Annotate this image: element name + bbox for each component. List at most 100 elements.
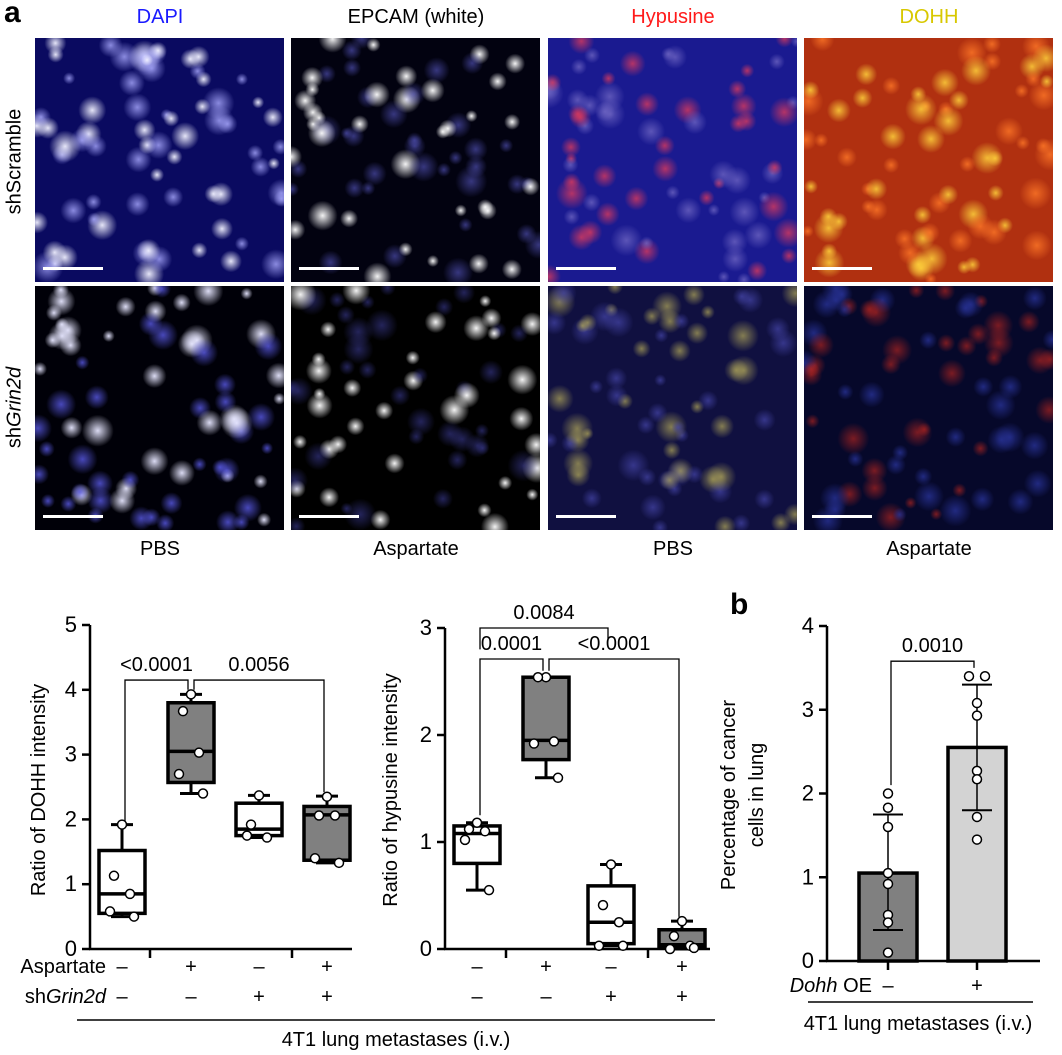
data-point	[688, 942, 700, 954]
scale-bar	[556, 267, 616, 270]
data-point	[979, 671, 991, 682]
data-point	[548, 736, 560, 747]
data-point	[124, 888, 136, 900]
data-point	[617, 940, 629, 952]
factor-sign: +	[676, 956, 688, 978]
data-point	[459, 834, 471, 846]
y-tick-label: 4	[65, 677, 77, 702]
p-value-label: 0.0001	[481, 633, 542, 655]
factor-sign: +	[185, 956, 197, 978]
data-point	[329, 810, 341, 821]
factor-sign: +	[321, 956, 333, 978]
y-axis-label: Ratio of DOHH intensity	[28, 684, 50, 896]
p-value-label: <0.0001	[578, 633, 651, 655]
y-tick-label: 3	[420, 615, 432, 640]
condition-label: Aspartate	[886, 538, 972, 560]
data-point	[676, 915, 688, 927]
data-point	[882, 878, 894, 890]
data-point	[971, 834, 983, 845]
box	[521, 675, 571, 762]
microscopy-image	[548, 38, 797, 282]
column-title-dohh: DOHH	[899, 6, 959, 28]
factor-sign: –	[605, 956, 617, 978]
p-value-label: 0.0056	[228, 654, 289, 676]
factor-sign: –	[185, 986, 197, 1008]
data-point	[971, 710, 983, 721]
y-tick-label: 0	[802, 948, 814, 973]
microscopy-image	[291, 286, 540, 530]
y-tick-label: 1	[420, 829, 432, 854]
data-point	[253, 790, 265, 801]
microscopy-image	[291, 38, 540, 282]
data-point	[463, 823, 475, 835]
data-point	[261, 832, 273, 843]
data-point	[104, 906, 116, 917]
data-point	[128, 911, 140, 922]
p-value-label: 0.0084	[513, 602, 574, 624]
data-point	[882, 917, 894, 928]
column-title-hypusine: Hypusine	[631, 6, 715, 28]
data-point	[185, 689, 197, 700]
column-title-epcam: EPCAM (white)	[347, 6, 485, 28]
factor-sign: +	[540, 956, 552, 978]
microscopy-image	[804, 38, 1053, 282]
data-point	[597, 899, 609, 911]
factor-sign: +	[253, 986, 265, 1008]
panel-b-letter: b	[730, 588, 749, 621]
footer-label: 4T1 lung metastases (i.v.)	[804, 1013, 1033, 1035]
data-point	[309, 853, 321, 864]
data-point	[882, 821, 894, 833]
factor-sign: –	[116, 986, 128, 1008]
microscopy-image	[548, 286, 797, 530]
microscopy-image	[804, 286, 1053, 530]
y-tick-label: 2	[65, 806, 77, 831]
microscopy-image	[35, 38, 284, 282]
box	[586, 884, 636, 946]
p-value-label: <0.0001	[120, 654, 193, 676]
scale-bar	[43, 515, 103, 518]
y-tick-label: 1	[802, 864, 814, 889]
factor-sign: –	[471, 986, 483, 1008]
box	[452, 824, 502, 866]
data-point	[333, 857, 345, 869]
y-tick-label: 0	[65, 936, 77, 961]
y-tick-label: 3	[802, 697, 814, 722]
footer-label: 4T1 lung metastases (i.v.)	[282, 1029, 511, 1051]
data-point	[664, 943, 676, 955]
scale-bar	[299, 267, 359, 270]
y-tick-label: 0	[420, 936, 432, 961]
panel-a-letter: a	[4, 0, 21, 29]
data-point	[321, 791, 333, 802]
scale-bar	[556, 515, 616, 518]
y-tick-label: 2	[802, 781, 814, 806]
scale-bar	[299, 515, 359, 518]
data-point	[971, 774, 983, 785]
condition-label: PBS	[652, 538, 694, 560]
y-axis-label: cells in lung	[746, 743, 768, 848]
factor-sign: –	[253, 956, 265, 978]
scale-bar	[43, 267, 103, 270]
factor-sign: –	[882, 975, 894, 997]
data-point	[483, 884, 495, 896]
data-point	[116, 819, 128, 830]
p-value-label: 0.0010	[902, 635, 963, 657]
factor-sign: –	[471, 956, 483, 978]
y-tick-label: 5	[65, 612, 77, 637]
data-point	[971, 811, 983, 823]
data-point	[882, 802, 894, 813]
factor-sign: +	[971, 975, 983, 997]
data-point	[241, 830, 253, 841]
data-point	[605, 859, 617, 870]
box	[97, 848, 147, 916]
significance-bracket	[479, 658, 544, 816]
data-point	[532, 671, 544, 683]
y-axis-label: Ratio of hypusine intensity	[380, 673, 402, 906]
y-tick-label: 4	[802, 613, 814, 638]
y-tick-label: 1	[65, 871, 77, 896]
data-point	[613, 917, 625, 928]
data-point	[471, 817, 483, 828]
data-point	[882, 788, 894, 799]
data-point	[245, 819, 257, 830]
